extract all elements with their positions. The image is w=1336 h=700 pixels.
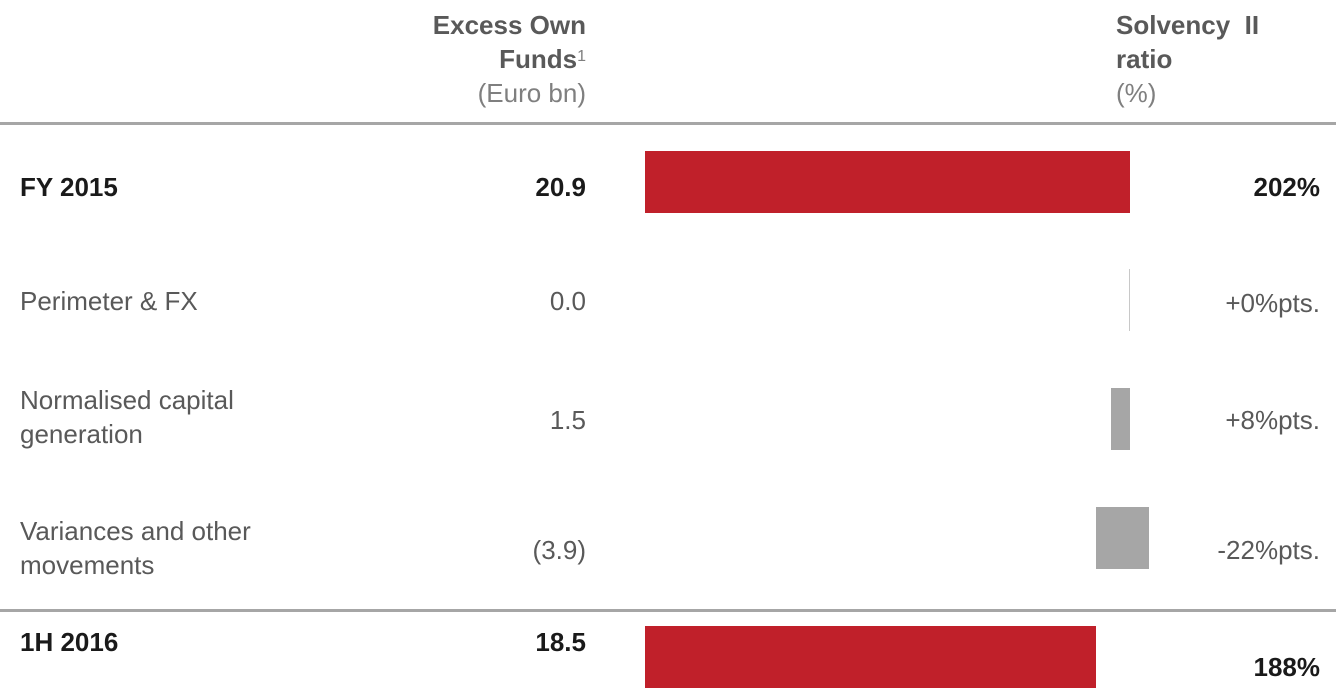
ratio-label: +0%pts. <box>1225 288 1320 318</box>
solvency-ratio-unit: (%) <box>1116 78 1157 108</box>
total-bar <box>645 151 1130 213</box>
funds-value: 0.0 <box>549 286 586 316</box>
delta-bar <box>1128 269 1130 331</box>
row-label: Perimeter & FX <box>20 286 198 316</box>
footnote-marker: 1 <box>577 48 586 65</box>
funds-value: 1.5 <box>549 405 586 435</box>
funds-value: 20.9 <box>535 172 586 202</box>
funds-value: (3.9) <box>532 535 586 565</box>
excess-own-funds-title-2: Funds1 <box>499 44 586 74</box>
funds-value: 18.5 <box>535 627 586 657</box>
ratio-label: 188% <box>1253 652 1321 682</box>
row-label: FY 2015 <box>20 172 118 202</box>
total-rule <box>0 609 1336 612</box>
solvency-ratio-title-2: ratio <box>1116 44 1173 74</box>
ratio-label: 202% <box>1253 172 1321 202</box>
row-label: 1H 2016 <box>20 627 119 657</box>
delta-bar <box>1096 507 1149 569</box>
excess-own-funds-header: Excess Own Funds1 (Euro bn) <box>386 8 586 110</box>
solvency-ratio-header: Solvency II ratio (%) <box>1116 8 1326 110</box>
excess-own-funds-title: Excess Own <box>432 10 586 40</box>
solvency-ratio-title: Solvency II <box>1116 10 1260 40</box>
excess-own-funds-unit: (Euro bn) <box>477 78 586 108</box>
ratio-label: -22%pts. <box>1217 535 1320 565</box>
header-rule <box>0 122 1336 125</box>
row-label: Variances and other movements <box>20 516 251 580</box>
total-bar <box>645 626 1097 688</box>
delta-bar <box>1110 388 1130 450</box>
ratio-label: +8%pts. <box>1225 405 1320 435</box>
row-label: Normalised capital generation <box>20 385 234 449</box>
